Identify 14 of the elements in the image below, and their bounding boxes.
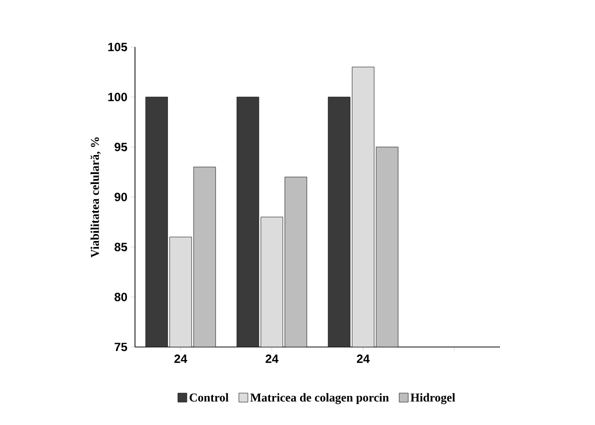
legend-label: Matricea de colagen porcin — [250, 393, 389, 404]
y-tick-label: 95 — [114, 142, 128, 152]
x-tick-label: 24 — [356, 354, 370, 363]
y-tick-label: 105 — [108, 42, 128, 52]
y-tick-label: 85 — [114, 242, 128, 252]
y-axis-title: Viabilitatea celulară, % — [90, 137, 101, 258]
y-tick-label: 90 — [114, 192, 127, 202]
y-tick-label: 80 — [114, 292, 127, 302]
y-tick-label: 100 — [108, 92, 127, 102]
x-tick-label: 24 — [266, 354, 278, 363]
legend-label: Control — [190, 393, 228, 402]
x-tick-label: 24 — [174, 354, 188, 363]
legend-label: Hidrogel — [410, 393, 456, 404]
y-tick-label: 75 — [114, 342, 128, 352]
